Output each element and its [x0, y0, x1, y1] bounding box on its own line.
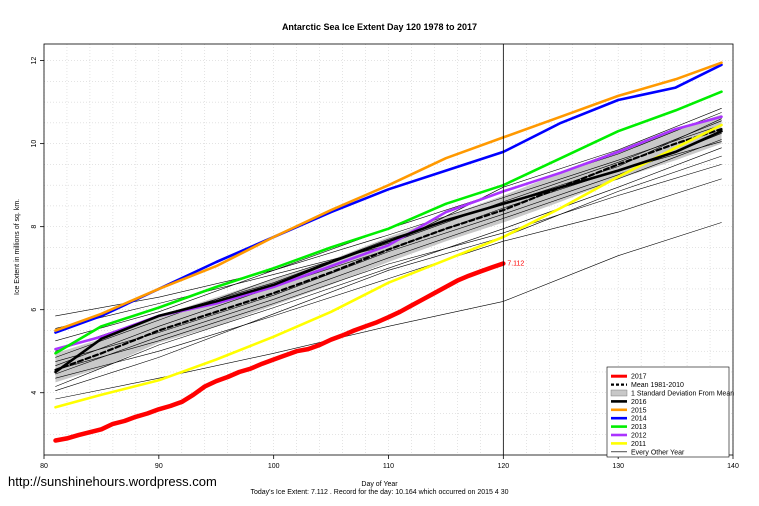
x-tick-label: 80	[40, 463, 48, 470]
x-tick-label: 100	[268, 463, 280, 470]
x-tick-label: 90	[155, 463, 163, 470]
legend-label: 2016	[631, 399, 647, 406]
y-axis: 4 6 8 10 12	[31, 57, 44, 395]
legend-label: 2014	[631, 416, 647, 423]
legend-label: 1 Standard Deviation From Mean	[631, 391, 734, 398]
footnote: Today's Ice Extent: 7.112 . Record for t…	[0, 489, 759, 496]
legend-label: 2012	[631, 433, 647, 440]
legend-label: 2011	[631, 441, 646, 448]
x-tick-label: 110	[383, 463, 394, 470]
x-tick-label: 140	[727, 463, 739, 470]
y-axis-label: Ice Extent in millions of sq. km.	[14, 199, 21, 295]
legend-label: Every Other Year	[631, 449, 685, 456]
x-tick-label: 130	[612, 463, 624, 470]
y-tick-label: 12	[31, 57, 38, 65]
latest-value-label: 7.112	[507, 261, 524, 268]
y-tick-label: 8	[31, 225, 38, 229]
legend-label: 2017	[631, 374, 647, 381]
legend-label: Mean 1981-2010	[631, 382, 684, 389]
series-line-other-year	[56, 179, 722, 378]
legend-swatch	[611, 390, 627, 396]
legend-label: 2015	[631, 407, 647, 414]
legend-label: 2013	[631, 424, 647, 431]
chart: 80 90 100 110 120 130 140 4 6 8 10 12 7.112 2017Me…	[0, 0, 759, 506]
x-tick-label: 120	[497, 463, 509, 470]
website-url: http://sunshinehours.wordpress.com	[8, 474, 217, 489]
y-tick-label: 6	[31, 308, 38, 312]
y-tick-label: 10	[31, 140, 38, 148]
y-tick-label: 4	[31, 391, 38, 395]
chart-title: Antarctic Sea Ice Extent Day 120 1978 to…	[0, 22, 759, 32]
